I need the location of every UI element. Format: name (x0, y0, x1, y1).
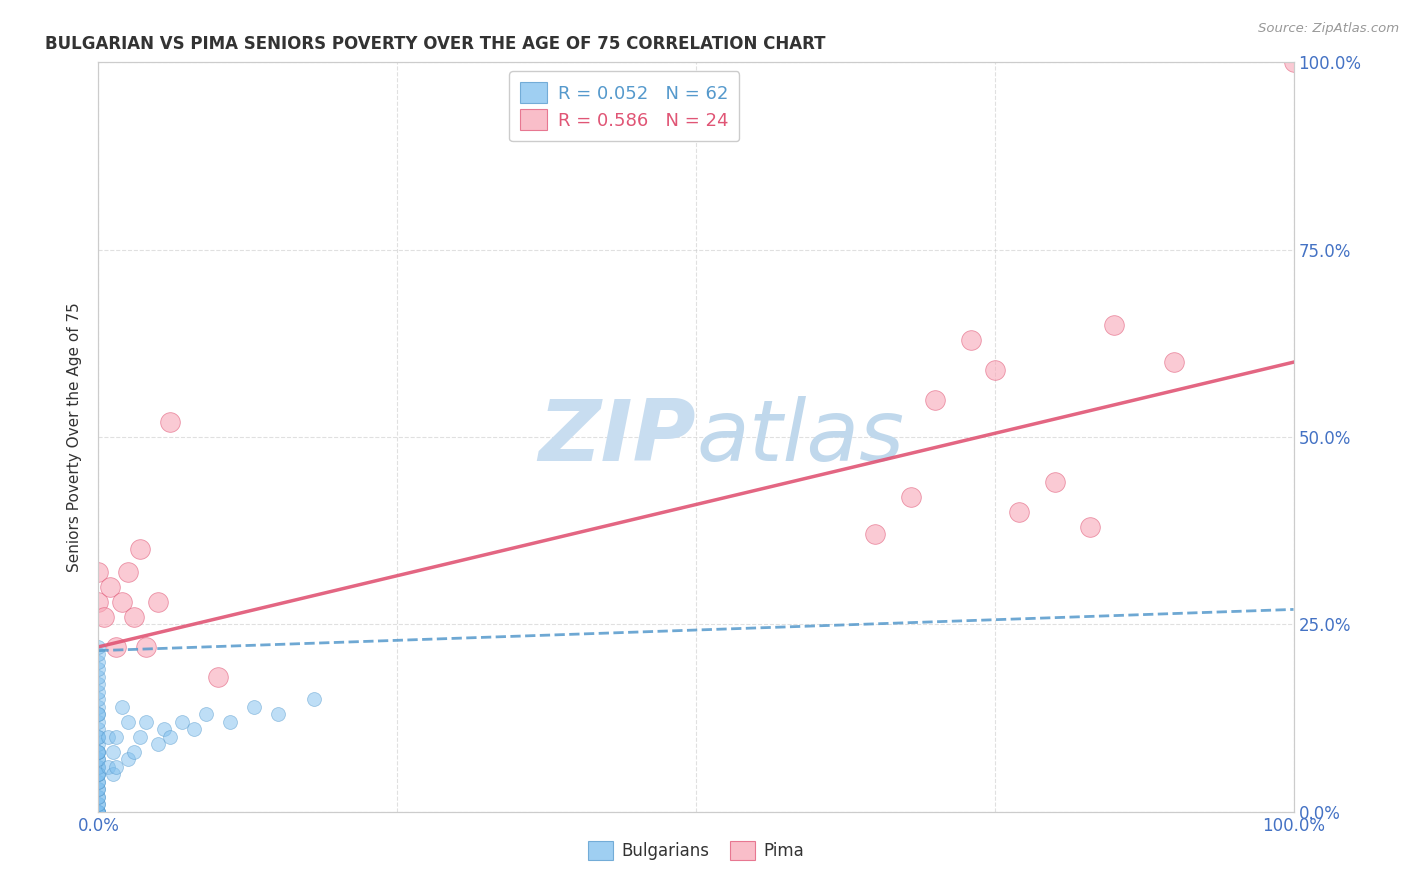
Point (87, 707, 110, 722)
Point (97, 730, 120, 744)
Point (87, 789, 110, 804)
Point (87, 714, 110, 729)
Point (87, 805, 110, 819)
Point (105, 640, 128, 654)
Point (984, 362, 1007, 376)
Point (87, 685, 110, 699)
Point (124, 610, 146, 624)
Point (117, 752, 139, 766)
Point (243, 699, 266, 714)
Point (87, 767, 110, 781)
Point (129, 542, 152, 557)
Point (101, 767, 124, 781)
Point (87, 805, 110, 819)
Point (87, 640, 110, 654)
Point (87, 745, 110, 759)
Point (97, 760, 120, 774)
Y-axis label: Seniors Poverty Over the Age of 75: Seniors Poverty Over the Age of 75 (67, 302, 83, 572)
Point (302, 692, 325, 706)
Text: atlas: atlas (696, 395, 904, 479)
Point (87, 797, 110, 812)
Point (87, 805, 110, 819)
Point (87, 752, 110, 766)
Point (117, 565, 139, 579)
Point (960, 333, 983, 347)
Point (124, 745, 146, 759)
Point (101, 745, 124, 759)
Point (148, 595, 170, 609)
Point (207, 670, 229, 684)
Point (135, 640, 157, 654)
Point (105, 760, 128, 774)
Point (87, 745, 110, 759)
Point (87, 655, 110, 669)
Point (1104, 318, 1126, 332)
Point (87, 805, 110, 819)
Point (87, 805, 110, 819)
Point (87, 707, 110, 722)
Point (87, 730, 110, 744)
Point (87, 752, 110, 766)
Point (93, 610, 115, 624)
Point (159, 415, 181, 429)
Point (87, 737, 110, 751)
Point (924, 392, 946, 407)
Point (87, 670, 110, 684)
Point (87, 595, 110, 609)
Point (87, 782, 110, 797)
Point (87, 774, 110, 789)
Point (87, 730, 110, 744)
Point (111, 595, 134, 609)
Point (87, 767, 110, 781)
Point (159, 730, 181, 744)
Point (865, 527, 887, 541)
Point (87, 745, 110, 759)
Point (267, 707, 290, 722)
Point (87, 648, 110, 662)
Point (135, 714, 157, 729)
Point (172, 714, 194, 729)
Point (1163, 355, 1185, 369)
Point (1008, 505, 1031, 519)
Point (117, 714, 139, 729)
Point (87, 797, 110, 812)
Point (1043, 475, 1066, 489)
Point (111, 699, 134, 714)
Legend: Bulgarians, Pima: Bulgarians, Pima (582, 835, 810, 867)
Point (87, 760, 110, 774)
Point (87, 782, 110, 797)
Point (219, 714, 242, 729)
Point (87, 692, 110, 706)
Text: ZIP: ZIP (538, 395, 696, 479)
Point (129, 730, 152, 744)
Text: Source: ZipAtlas.com: Source: ZipAtlas.com (1258, 22, 1399, 36)
Point (1080, 520, 1102, 534)
Point (98, 580, 122, 594)
Point (87, 789, 110, 804)
Point (87, 774, 110, 789)
Point (87, 662, 110, 676)
Point (87, 805, 110, 819)
Point (87, 565, 110, 579)
Point (1282, 55, 1305, 70)
Point (87, 723, 110, 737)
Point (87, 767, 110, 781)
Point (148, 737, 170, 751)
Point (183, 723, 205, 737)
Point (153, 723, 176, 737)
Point (87, 677, 110, 691)
Point (105, 730, 128, 744)
Point (87, 699, 110, 714)
Point (87, 760, 110, 774)
Point (195, 707, 218, 722)
Point (900, 490, 922, 504)
Text: BULGARIAN VS PIMA SENIORS POVERTY OVER THE AGE OF 75 CORRELATION CHART: BULGARIAN VS PIMA SENIORS POVERTY OVER T… (45, 35, 825, 53)
